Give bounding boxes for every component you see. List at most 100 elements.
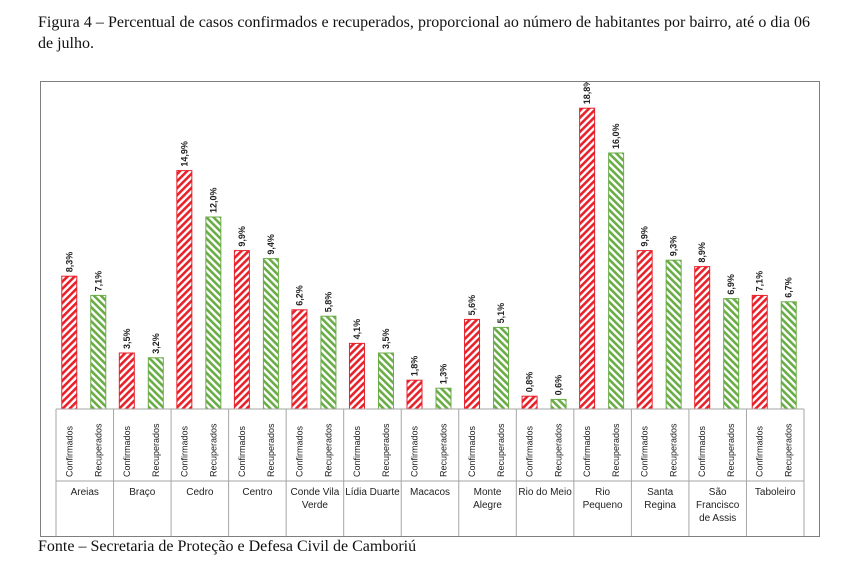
bar-recuperados-taboleiro: [780, 301, 797, 410]
data-label-confirmados-rio-do-meio: 0,8%: [525, 372, 535, 393]
series-tick-label: Confirmados: [179, 425, 189, 477]
bar-recuperados-braco: [147, 357, 164, 410]
series-tick-label: Recuperados: [784, 423, 794, 477]
category-label-taboleiro: Taboleiro: [755, 487, 796, 498]
category-label-santa-regina: Santa: [647, 487, 674, 498]
category-label-areias: Areias: [71, 487, 99, 498]
data-label-confirmados-macacos: 1,8%: [410, 356, 420, 377]
category-label-braco: Braço: [129, 487, 156, 498]
series-tick-label: Confirmados: [64, 425, 74, 477]
bar-recuperados-cedro: [205, 216, 222, 410]
series-tick-label: Confirmados: [352, 425, 362, 477]
data-label-confirmados-cedro: 14,9%: [179, 141, 189, 167]
data-label-recuperados-rio-do-meio: 0,6%: [554, 375, 564, 396]
figure-caption: Figura 4 – Percentual de casos confirmad…: [38, 14, 810, 52]
category-label-conde-vila-verde: Verde: [302, 500, 329, 511]
data-label-confirmados-conde-vila-verde: 6,2%: [294, 285, 304, 306]
series-tick-label: Recuperados: [151, 423, 161, 477]
bar-confirmados-monte-alegre: [464, 318, 481, 410]
category-label-lidia-duarte: Lídia Duarte: [345, 487, 400, 498]
category-label-monte-alegre: Monte: [474, 487, 502, 498]
series-tick-label: Recuperados: [208, 423, 218, 477]
series-tick-label: Recuperados: [266, 423, 276, 477]
bar-confirmados-macacos: [406, 379, 423, 410]
chart-frame: 8,3% 7,1% 3,5% 3,2% 14,9% 12,0% 9,9% 9,4% 6,2% 5,…: [40, 81, 820, 537]
data-label-recuperados-macacos: 1,3%: [439, 364, 449, 385]
data-label-recuperados-areias: 7,1%: [93, 271, 103, 292]
data-label-confirmados-lidia-duarte: 4,1%: [352, 319, 362, 340]
bar-recuperados-centro: [262, 258, 279, 410]
bar-confirmados-sao-francisco-de-assis: [694, 266, 711, 410]
series-tick-label: Confirmados: [410, 425, 420, 477]
category-label-rio-pequeno: Rio: [595, 487, 610, 498]
bar-recuperados-lidia-duarte: [377, 352, 394, 410]
data-label-recuperados-sao-francisco-de-assis: 6,9%: [726, 274, 736, 295]
bar-recuperados-rio-pequeno: [608, 152, 625, 410]
category-label-sao-francisco-de-assis: São: [709, 487, 727, 498]
series-tick-label: Recuperados: [611, 423, 621, 477]
series-tick-label: Confirmados: [755, 425, 765, 477]
data-label-recuperados-cedro: 12,0%: [208, 187, 218, 213]
category-label-centro: Centro: [242, 487, 272, 498]
bar-confirmados-areias: [61, 275, 78, 410]
series-tick-label: Confirmados: [467, 425, 477, 477]
bar-recuperados-conde-vila-verde: [320, 315, 337, 410]
bar-confirmados-rio-do-meio: [521, 395, 538, 410]
category-label-conde-vila-verde: Conde Vila: [291, 487, 340, 498]
data-label-confirmados-areias: 8,3%: [64, 252, 74, 273]
bar-confirmados-lidia-duarte: [348, 342, 365, 410]
data-label-confirmados-taboleiro: 7,1%: [755, 271, 765, 292]
series-tick-label: Recuperados: [669, 423, 679, 477]
data-label-recuperados-lidia-duarte: 3,5%: [381, 328, 391, 349]
bar-confirmados-conde-vila-verde: [291, 309, 308, 410]
data-label-recuperados-conde-vila-verde: 5,8%: [323, 292, 333, 313]
bar-confirmados-taboleiro: [751, 294, 768, 410]
data-label-confirmados-santa-regina: 9,9%: [640, 226, 650, 247]
data-label-recuperados-taboleiro: 6,7%: [784, 277, 794, 298]
series-tick-label: Recuperados: [381, 423, 391, 477]
category-label-cedro: Cedro: [186, 487, 214, 498]
bar-recuperados-areias: [90, 294, 107, 410]
data-label-confirmados-rio-pequeno: 18,8%: [582, 82, 592, 104]
series-tick-label: Recuperados: [496, 423, 506, 477]
bar-recuperados-rio-do-meio: [550, 398, 567, 410]
bar-confirmados-braco: [118, 352, 135, 410]
series-tick-label: Confirmados: [237, 425, 247, 477]
bar-recuperados-monte-alegre: [493, 326, 510, 410]
data-label-recuperados-centro: 9,4%: [266, 234, 276, 255]
series-tick-label: Recuperados: [439, 423, 449, 477]
data-label-confirmados-braco: 3,5%: [122, 328, 132, 349]
figure-source: Fonte – Secretaria de Proteção e Defesa …: [38, 538, 417, 555]
data-label-recuperados-rio-pequeno: 16,0%: [611, 123, 621, 149]
data-label-confirmados-sao-francisco-de-assis: 8,9%: [697, 242, 707, 263]
bar-recuperados-macacos: [435, 387, 452, 410]
data-label-confirmados-centro: 9,9%: [237, 226, 247, 247]
series-tick-label: Confirmados: [697, 425, 707, 477]
series-tick-label: Recuperados: [554, 423, 564, 477]
category-label-monte-alegre: Alegre: [473, 500, 502, 511]
series-tick-label: Confirmados: [122, 425, 132, 477]
category-label-macacos: Macacos: [410, 487, 450, 498]
bar-confirmados-santa-regina: [636, 250, 653, 410]
data-label-confirmados-monte-alegre: 5,6%: [467, 295, 477, 316]
data-label-recuperados-braco: 3,2%: [151, 333, 161, 354]
series-tick-label: Confirmados: [582, 425, 592, 477]
data-label-recuperados-monte-alegre: 5,1%: [496, 303, 506, 324]
series-tick-label: Confirmados: [525, 425, 535, 477]
bar-confirmados-rio-pequeno: [579, 107, 596, 410]
bar-recuperados-santa-regina: [665, 259, 682, 410]
series-tick-label: Recuperados: [323, 423, 333, 477]
category-label-sao-francisco-de-assis: de Assis: [699, 513, 736, 524]
data-label-recuperados-santa-regina: 9,3%: [669, 236, 679, 257]
bar-recuperados-sao-francisco-de-assis: [723, 298, 740, 410]
bar-confirmados-centro: [233, 250, 250, 410]
series-tick-label: Recuperados: [726, 423, 736, 477]
series-tick-label: Confirmados: [640, 425, 650, 477]
category-label-rio-do-meio: Rio do Meio: [518, 487, 572, 498]
category-label-santa-regina: Regina: [644, 500, 676, 511]
bar-chart: 8,3% 7,1% 3,5% 3,2% 14,9% 12,0% 9,9% 9,4% 6,2% 5,…: [55, 82, 805, 536]
series-tick-label: Recuperados: [93, 423, 103, 477]
category-label-sao-francisco-de-assis: Francisco: [696, 500, 740, 511]
bar-confirmados-cedro: [176, 170, 193, 410]
series-tick-label: Confirmados: [294, 425, 304, 477]
